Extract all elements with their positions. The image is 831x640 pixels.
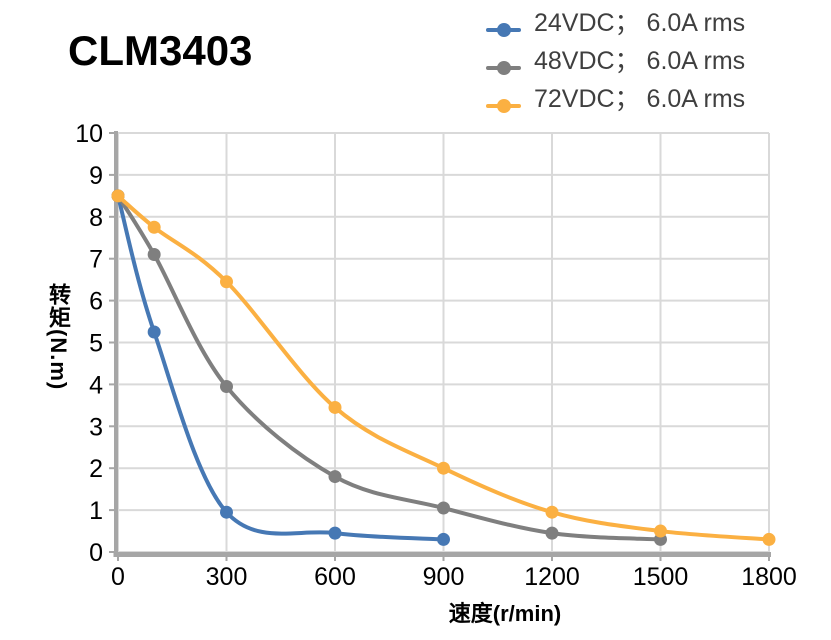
legend-marker-24vdc-icon xyxy=(486,23,521,37)
y-tick-label: 1 xyxy=(89,497,103,525)
y-tick-label: 6 xyxy=(89,288,103,316)
series-2-line xyxy=(116,193,771,542)
legend-marker-72vdc-icon xyxy=(486,99,521,113)
series-0 xyxy=(111,189,450,546)
y-tick-label: 2 xyxy=(89,455,103,483)
chart-title: CLM3403 xyxy=(68,27,253,74)
x-tick-label: 900 xyxy=(423,563,465,591)
series-2-point xyxy=(545,505,559,519)
series-1-line xyxy=(116,193,663,542)
legend-label-24vdc: 24VDC； 6.0A rms xyxy=(534,9,746,37)
y-tick-label: 10 xyxy=(75,120,103,148)
series-1-point xyxy=(545,526,559,540)
y-tick-label: 5 xyxy=(89,330,103,358)
gridlines xyxy=(117,132,770,553)
series-2-point xyxy=(437,461,450,475)
series-1-point xyxy=(220,379,233,393)
y-tick-label: 0 xyxy=(89,539,103,567)
series-2-point xyxy=(762,532,776,546)
legend-item-72vdc: 72VDC； 6.0A rms xyxy=(486,78,745,116)
series-2 xyxy=(111,189,776,546)
y-tick-label: 8 xyxy=(89,204,103,232)
series-0-point xyxy=(220,505,233,519)
series-0-point xyxy=(328,526,342,540)
y-tick-label: 4 xyxy=(89,371,103,399)
x-tick-label: 1500 xyxy=(633,563,689,591)
series-2-point xyxy=(328,400,342,414)
tick-marks xyxy=(109,132,770,561)
series-0-line xyxy=(116,193,446,542)
legend-item-24vdc: 24VDC； 6.0A rms xyxy=(486,2,745,40)
series-0-point xyxy=(147,325,161,339)
legend-label-72vdc: 72VDC； 6.0A rms xyxy=(534,85,746,113)
series-2-point xyxy=(220,275,233,289)
series-2-point xyxy=(147,220,161,234)
legend-label-48vdc: 48VDC； 6.0A rms xyxy=(534,47,746,75)
series-2-point xyxy=(654,524,667,538)
legend-marker-48vdc-icon xyxy=(486,61,521,75)
x-tick-label: 0 xyxy=(111,563,125,591)
y-axis-title: 转矩(N.m) xyxy=(46,283,71,391)
legend: 24VDC； 6.0A rms 48VDC； 6.0A rms 72VDC； 6… xyxy=(486,2,745,116)
x-tick-label: 600 xyxy=(314,563,356,591)
y-tick-label: 3 xyxy=(89,413,103,441)
series-2-point xyxy=(111,189,125,203)
series-1-point xyxy=(147,248,161,262)
x-tick-label: 1800 xyxy=(741,563,797,591)
legend-item-48vdc: 48VDC； 6.0A rms xyxy=(486,40,745,78)
tick-labels: 0 300 600 900 1200 1500 1800 0 1 2 3 4 5 6 7 8 9 10 xyxy=(75,120,797,591)
series-1 xyxy=(111,189,667,546)
x-tick-label: 300 xyxy=(206,563,248,591)
y-tick-label: 9 xyxy=(89,162,103,190)
series-1-point xyxy=(437,501,450,515)
x-tick-label: 1200 xyxy=(524,563,580,591)
x-axis-title: 速度(r/min) xyxy=(448,601,562,626)
y-tick-label: 7 xyxy=(89,246,103,274)
series-0-point xyxy=(437,532,450,546)
series-1-point xyxy=(328,470,342,484)
